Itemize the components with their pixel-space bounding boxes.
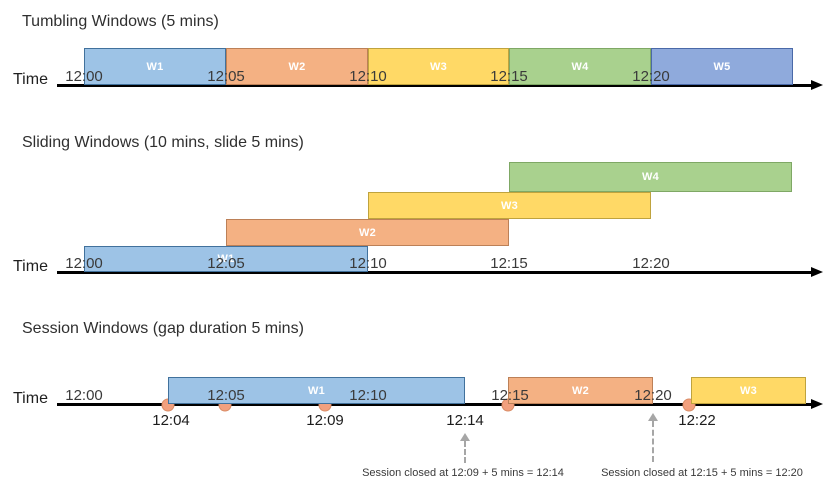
window-label: W4 — [641, 171, 660, 183]
time-axis-session — [57, 403, 812, 406]
tick-label: 12:00 — [65, 68, 103, 85]
window-box-tumbling-w5: W5 — [651, 48, 793, 85]
window-label: W1 — [217, 253, 235, 265]
tick-label: 12:15 — [490, 68, 528, 85]
window-label: W1 — [307, 384, 326, 397]
time-axis-label-session: Time — [13, 390, 48, 407]
annotation-note: Session closed at 12:15 + 5 mins = 12:20 — [601, 467, 803, 479]
tick-label: 12:15 — [490, 255, 528, 272]
axis-arrowhead-icon — [811, 398, 823, 409]
window-box-tumbling-w3: W3 — [368, 48, 509, 85]
tick-label: 12:10 — [349, 255, 387, 272]
window-label: W3 — [739, 384, 758, 397]
event-time-label: 12:22 — [678, 412, 716, 429]
window-label: W3 — [429, 60, 448, 73]
window-box-session-w2: W2 — [508, 377, 653, 404]
annotation-arrowhead-icon — [460, 433, 470, 441]
annotation-arrow-line — [464, 441, 466, 463]
window-box-session-w3: W3 — [691, 377, 806, 404]
axis-arrowhead-icon — [811, 79, 823, 90]
tick-label: 12:10 — [349, 387, 387, 404]
tick-label: 12:05 — [207, 68, 245, 85]
section-title-tumbling: Tumbling Windows (5 mins) — [22, 13, 219, 30]
window-box-tumbling-w2: W2 — [226, 48, 368, 85]
tick-label: 12:05 — [207, 387, 245, 404]
event-time-label: 12:14 — [446, 412, 484, 429]
window-label: W4 — [571, 60, 589, 73]
event-time-label: 12:04 — [152, 412, 190, 429]
window-box-tumbling-w1: W1 — [84, 48, 226, 85]
window-label: W2 — [571, 384, 590, 397]
tick-label: 12:20 — [634, 387, 672, 404]
section-title-session: Session Windows (gap duration 5 mins) — [22, 320, 304, 337]
tick-label: 12:00 — [65, 387, 103, 404]
window-box-session-w1: W1 — [168, 377, 465, 404]
section-title-sliding: Sliding Windows (10 mins, slide 5 mins) — [22, 134, 304, 151]
time-axis-sliding — [57, 271, 812, 274]
window-label: W3 — [500, 199, 519, 212]
window-label: W5 — [713, 60, 731, 73]
tick-label: 12:20 — [632, 68, 670, 85]
annotation-note: Session closed at 12:09 + 5 mins = 12:14 — [362, 467, 564, 479]
tick-label: 12:05 — [207, 255, 245, 272]
window-box-sliding-w3: W3 — [368, 192, 651, 219]
tick-label: 12:00 — [65, 255, 103, 272]
window-label: W1 — [146, 60, 164, 73]
window-box-sliding-w2: W2 — [226, 219, 509, 246]
window-label: W2 — [288, 60, 306, 73]
time-axis-label-tumbling: Time — [13, 71, 48, 88]
event-time-label: 12:09 — [306, 412, 344, 429]
window-box-tumbling-w4: W4 — [509, 48, 651, 85]
annotation-arrowhead-icon — [648, 413, 658, 421]
annotation-arrow-line — [652, 421, 654, 462]
time-axis-label-sliding: Time — [13, 258, 48, 275]
tick-label: 12:20 — [632, 255, 670, 272]
window-box-sliding-w4: W4 — [509, 162, 792, 192]
tick-label: 12:15 — [491, 387, 529, 404]
time-axis-tumbling — [57, 84, 812, 87]
window-box-sliding-w1: W1 — [84, 246, 368, 272]
axis-arrowhead-icon — [811, 266, 823, 277]
tick-label: 12:10 — [349, 68, 387, 85]
window-label: W2 — [358, 226, 377, 239]
